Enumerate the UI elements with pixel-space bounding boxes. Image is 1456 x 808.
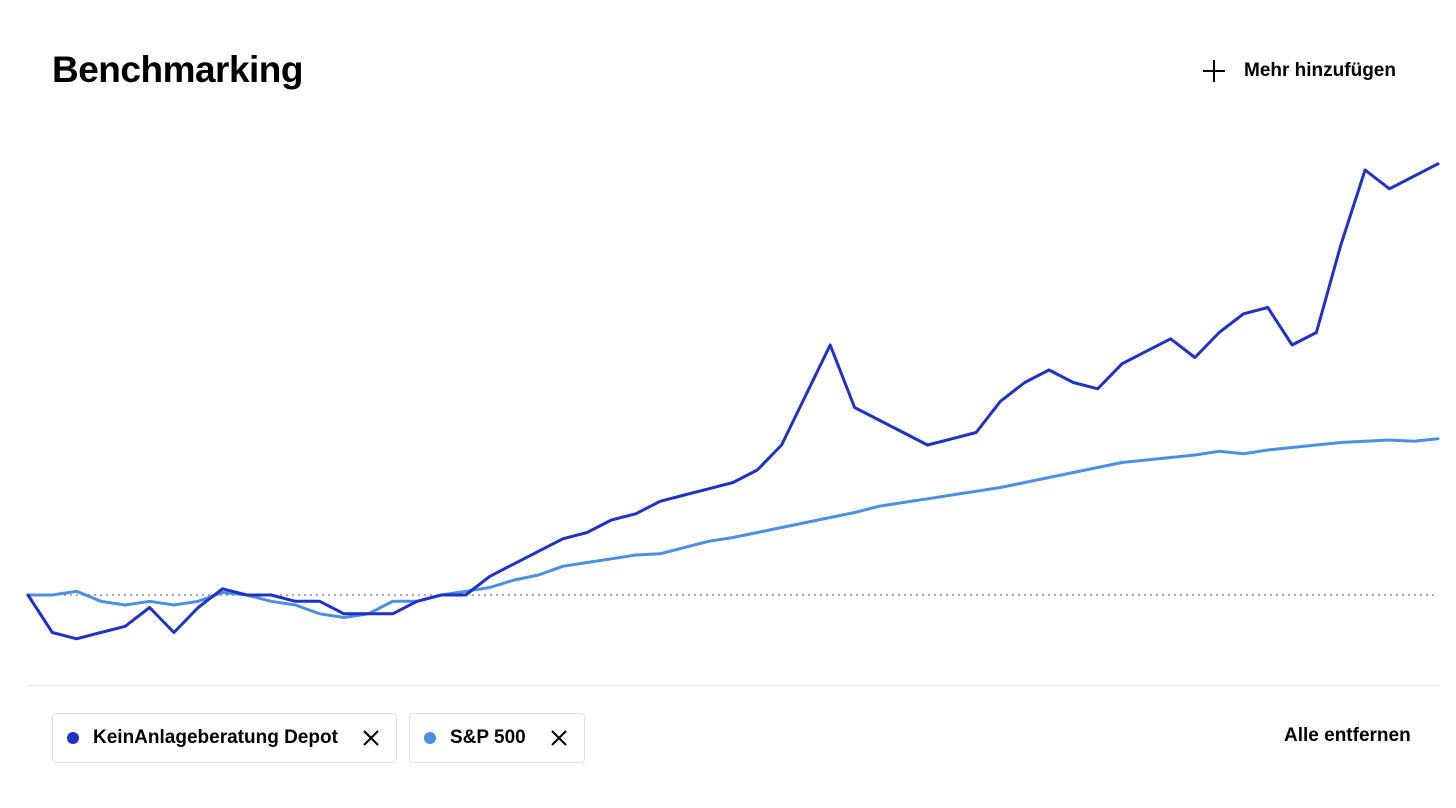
series-line-1 xyxy=(26,437,1440,619)
remove-all-button[interactable]: Alle entfernen xyxy=(1284,725,1411,746)
legend-chip-sp500: S&P 500 xyxy=(409,713,585,763)
legend-chip-label: S&P 500 xyxy=(450,727,526,748)
page-title: Benchmarking xyxy=(52,49,304,90)
legend-chip-label: KeinAnlageberatung Depot xyxy=(93,727,338,748)
series-line-0 xyxy=(26,162,1440,641)
plus-icon xyxy=(1200,57,1228,85)
add-more-label: Mehr hinzufügen xyxy=(1244,60,1396,81)
chart-divider xyxy=(28,685,1438,686)
legend-chip-depot: KeinAnlageberatung Depot xyxy=(52,713,397,763)
benchmark-chart-svg xyxy=(26,162,1440,641)
series-color-dot xyxy=(424,732,436,744)
add-more-button[interactable]: Mehr hinzufügen xyxy=(1200,56,1396,86)
close-icon[interactable] xyxy=(360,727,382,749)
series-color-dot xyxy=(67,732,79,744)
benchmark-chart xyxy=(0,100,1456,700)
close-icon[interactable] xyxy=(548,727,570,749)
series-layer xyxy=(26,162,1440,641)
